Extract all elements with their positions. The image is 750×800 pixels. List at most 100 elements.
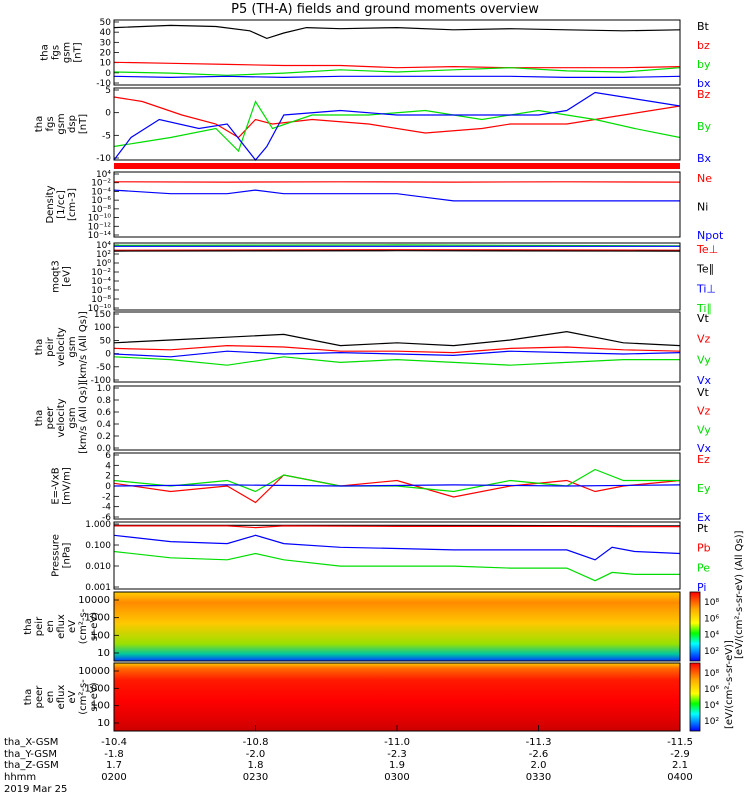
y-tick-label: 10000	[78, 595, 110, 606]
y-axis-label: moqt3	[51, 260, 62, 293]
x-tick-label: 0400	[667, 772, 692, 783]
legend-Vz: Vz	[697, 333, 711, 346]
y-axis-label: gsm	[67, 336, 78, 357]
y-axis-label: gsm	[67, 407, 78, 428]
series-Ex	[113, 484, 681, 487]
y-axis-label: gsm	[62, 42, 73, 63]
series-Bx	[113, 91, 681, 161]
legend-Pt: Pt	[697, 522, 709, 535]
series-bx	[113, 75, 681, 79]
y-tick-label: 1.0	[97, 384, 112, 394]
series-Ti∥	[113, 244, 681, 247]
y-axis-label: sr-eV)	[89, 612, 100, 641]
y-axis-label: tha	[23, 689, 34, 705]
y-tick-label: 150	[94, 310, 111, 320]
legend-Pi: Pi	[697, 581, 706, 594]
y-tick-label: -5	[102, 131, 111, 141]
y-tick-label: 1000	[85, 613, 110, 624]
x-tick-label: -11.0	[384, 737, 410, 748]
x-tick-label: 1.7	[106, 760, 122, 771]
panel-frame	[113, 385, 681, 451]
y-axis-label: sr-eV)	[89, 682, 100, 711]
flag-bar	[114, 163, 680, 169]
panel-frame	[113, 19, 681, 86]
x-tick-label: -11.5	[667, 737, 693, 748]
y-tick-label: 1000	[85, 683, 110, 694]
y-tick-label: 10	[100, 59, 112, 69]
series-Vt	[113, 330, 681, 347]
x-tick-label: 2.0	[531, 760, 547, 771]
legend-by: by	[697, 58, 711, 71]
y-axis-label: Pressure	[51, 534, 62, 577]
y-tick-label: 40	[100, 28, 112, 38]
x-tick-label: -11.3	[526, 737, 552, 748]
series-Bt	[113, 24, 681, 40]
legend-Pe: Pe	[697, 561, 710, 574]
y-axis-label: eflux	[56, 614, 67, 639]
y-tick-label: 10⁻⁶	[91, 196, 111, 206]
x-axis-row-label: tha_Z-GSM	[4, 760, 59, 771]
y-tick-label: 4	[105, 461, 111, 471]
legend-Ey: Ey	[697, 482, 711, 495]
y-tick-label: -10	[96, 154, 111, 164]
y-axis-label: [nT]	[73, 42, 84, 62]
panel-frame	[113, 591, 681, 662]
panel-8: 1.000 0.100 0.010 0.001 Pt Pb Pe Pi Pressure [nPa…	[51, 520, 711, 594]
spectrogram	[114, 663, 680, 731]
y-tick-label: -100	[91, 376, 112, 386]
panel-frame	[113, 171, 681, 238]
series-Bz	[113, 96, 681, 139]
y-axis-label: peer	[45, 406, 56, 430]
y-axis-label: [mV/m]	[62, 467, 73, 505]
y-tick-label: 0.2	[97, 432, 111, 442]
x-tick-label: 1.8	[248, 760, 264, 771]
x-tick-label: 0200	[101, 772, 126, 783]
y-axis-label: (cm²-s-	[78, 608, 89, 644]
y-axis-label: [1/cc]	[56, 190, 67, 219]
legend-Ne: Ne	[697, 172, 712, 185]
y-axis-label: tha	[23, 618, 34, 634]
colorbar-tick-label: 10⁴	[704, 701, 719, 711]
y-tick-label: 10²	[96, 250, 111, 260]
y-axis-label: tha	[40, 44, 51, 60]
panel-frame	[113, 311, 681, 383]
y-axis-label: E=-VxB	[51, 467, 62, 504]
x-axis-row-label: tha_X-GSM	[4, 737, 58, 748]
panel-frame	[113, 87, 681, 161]
y-tick-label: 0.0	[97, 444, 112, 454]
y-axis-label: peir	[34, 616, 45, 636]
y-axis-label: (cm²-s-	[78, 679, 89, 715]
panel-frame	[113, 452, 681, 520]
y-tick-label: 10⁰	[96, 259, 111, 269]
y-axis-label: peer	[34, 685, 45, 709]
y-tick-label: 50	[100, 336, 112, 346]
x-axis-row-label: hhmm	[4, 772, 36, 783]
panel-5: 150 100 50 0 -50 -100 Vt Vz Vy Vx tha peir velocity g…	[34, 310, 712, 387]
x-tick-label: -1.8	[104, 749, 124, 760]
y-axis-label: velocity	[56, 327, 67, 366]
legend-Vy: Vy	[697, 423, 711, 436]
x-tick-label: 0330	[526, 772, 551, 783]
x-tick-label: 1.9	[389, 760, 405, 771]
y-axis-label: tha	[34, 410, 45, 426]
colorbar-tick-label: 10⁴	[704, 631, 719, 641]
colorbar-tick-label: 10⁶	[704, 685, 719, 695]
series-Pi	[113, 534, 681, 561]
legend-Ez: Ez	[697, 453, 710, 466]
y-axis-label: tha	[34, 116, 45, 132]
y-axis-label: [km/s (All Qs)]	[78, 382, 89, 454]
y-tick-label: 5	[105, 86, 111, 96]
legend-Pb: Pb	[697, 542, 711, 555]
series-Ez	[113, 474, 681, 504]
y-tick-label: 50	[100, 18, 112, 28]
x-tick-label: -2.0	[246, 749, 266, 760]
y-axis-label: en	[45, 620, 56, 633]
colorbar-label: [eV/(cm²-s-sr-eV)]	[724, 640, 735, 729]
y-tick-label: 10⁻¹²	[88, 222, 112, 232]
y-tick-label: 6	[105, 451, 111, 461]
y-tick-label: 10	[97, 648, 110, 659]
x-axis-row-label: tha_Y-GSM	[4, 749, 57, 760]
